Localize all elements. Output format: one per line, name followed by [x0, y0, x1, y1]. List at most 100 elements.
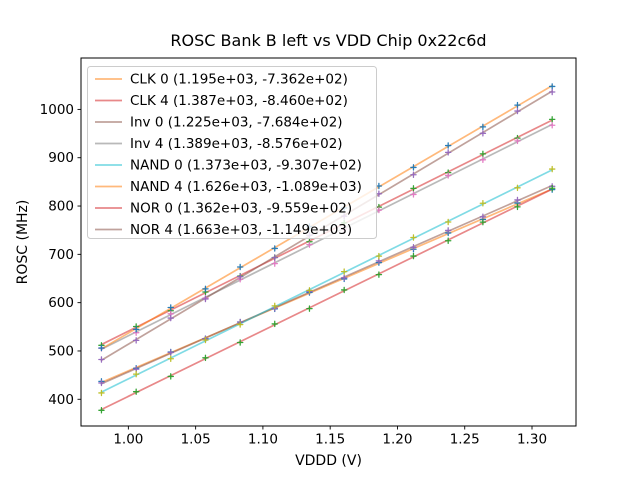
data-point-marker: [479, 123, 487, 131]
data-point-marker: [514, 137, 521, 145]
legend-frame: [87, 66, 377, 239]
data-point-marker: [444, 237, 452, 244]
data-point-marker: [306, 305, 313, 312]
data-point-marker: [548, 83, 556, 90]
data-point-marker: [514, 101, 521, 109]
legend-entry-inv-0: Inv 0 (1.225e+03, -7.684e+02): [95, 115, 343, 131]
legend-label: CLK 0 (1.195e+03, -7.362e+02): [130, 72, 348, 88]
data-point-marker: [375, 182, 383, 190]
legend-entry-nor-0: NOR 0 (1.362e+03, -9.559e+02): [95, 201, 352, 217]
data-point-marker: [202, 285, 209, 293]
data-point-marker: [98, 379, 105, 387]
legend-label: NOR 0 (1.362e+03, -9.559e+02): [130, 201, 352, 217]
legend-label: NAND 4 (1.626e+03, -1.089e+03): [130, 179, 362, 195]
x-axis-label: VDDD (V): [295, 453, 362, 469]
data-point-marker: [514, 203, 521, 211]
data-point-marker: [375, 271, 383, 278]
data-point-marker: [514, 184, 521, 192]
legend-label: NOR 4 (1.663e+03, -1.149e+03): [130, 222, 352, 238]
data-point-marker: [271, 260, 278, 267]
markers-nand-0: [98, 165, 556, 397]
data-point-marker: [514, 107, 521, 115]
y-axis-ticks: 400 500 600 700 800 900 1000: [40, 102, 81, 408]
markers-nor-0: [98, 185, 556, 414]
data-point-marker: [548, 88, 556, 96]
data-point-marker: [548, 185, 556, 192]
data-point-marker: [271, 302, 278, 310]
data-point-marker: [132, 370, 140, 378]
x-tick-label: 1.05: [181, 432, 211, 448]
data-point-marker: [375, 252, 383, 260]
legend-entry-nor-4: NOR 4 (1.663e+03, -1.149e+03): [95, 222, 352, 238]
y-tick-label: 800: [48, 199, 74, 215]
x-tick-label: 1.15: [315, 432, 345, 448]
data-point-marker: [444, 218, 452, 226]
data-point-marker: [410, 164, 417, 171]
data-point-marker: [444, 172, 452, 179]
data-point-marker: [375, 206, 383, 214]
data-point-marker: [236, 339, 244, 346]
y-tick-label: 500: [48, 343, 74, 359]
plot-area-frame: [80, 57, 577, 427]
data-point-marker: [306, 287, 313, 294]
fit-line-inv-0: [100, 184, 554, 385]
data-point-marker: [479, 199, 487, 207]
data-point-marker: [132, 388, 140, 395]
x-tick-label: 1.25: [450, 432, 480, 448]
scatter-markers: [98, 83, 556, 414]
data-point-marker: [202, 336, 209, 344]
y-tick-label: 600: [48, 295, 74, 311]
legend-entry-inv-4: Inv 4 (1.389e+03, -8.576e+02): [95, 136, 343, 152]
data-point-marker: [167, 355, 174, 362]
data-point-marker: [410, 234, 417, 241]
fit-line-nor-0: [100, 188, 554, 411]
data-point-marker: [132, 326, 140, 333]
data-point-marker: [271, 245, 278, 252]
data-point-marker: [548, 116, 556, 123]
data-point-marker: [167, 314, 174, 322]
x-tick-label: 1.10: [248, 432, 278, 448]
y-tick-label: 400: [48, 392, 74, 408]
legend-entry-clk-4: CLK 4 (1.387e+03, -8.460e+02): [95, 93, 348, 109]
data-point-marker: [306, 241, 313, 248]
data-point-marker: [479, 218, 487, 226]
data-point-marker: [479, 150, 487, 158]
data-point-marker: [548, 165, 556, 173]
data-point-marker: [167, 304, 174, 311]
data-point-marker: [410, 252, 417, 260]
data-point-marker: [167, 373, 174, 380]
data-point-marker: [514, 196, 521, 204]
data-point-marker: [202, 354, 209, 362]
y-tick-label: 900: [48, 150, 74, 166]
fit-line-nand-0: [100, 169, 554, 393]
x-tick-label: 1.20: [382, 432, 412, 448]
y-tick-label: 700: [48, 247, 74, 263]
x-tick-label: 1.00: [113, 432, 143, 448]
data-point-marker: [98, 344, 105, 352]
legend-entry-nand-4: NAND 4 (1.626e+03, -1.089e+03): [95, 179, 362, 195]
data-point-marker: [271, 320, 278, 328]
data-point-marker: [340, 268, 348, 275]
legend-entry-nand-0: NAND 0 (1.373e+03, -9.307e+02): [95, 158, 362, 174]
data-point-marker: [98, 407, 105, 414]
legend-label: Inv 4 (1.389e+03, -8.576e+02): [130, 136, 343, 152]
y-axis-label: ROSC (MHz): [15, 200, 31, 285]
data-point-marker: [410, 171, 417, 179]
data-point-marker: [548, 122, 556, 129]
data-point-marker: [340, 274, 348, 282]
data-point-marker: [236, 273, 244, 280]
x-axis-ticks: 1.00 1.05 1.10 1.15 1.20 1.25 1.30: [113, 426, 547, 448]
data-point-marker: [98, 389, 105, 397]
chart-title: ROSC Bank B left vs VDD Chip 0x22c6d: [170, 31, 486, 50]
data-point-marker: [271, 254, 278, 261]
legend-label: CLK 4 (1.387e+03, -8.460e+02): [130, 93, 348, 109]
legend-label: NAND 0 (1.373e+03, -9.307e+02): [130, 158, 362, 174]
data-point-marker: [410, 244, 417, 251]
y-tick-label: 1000: [40, 102, 74, 118]
legend: CLK 0 (1.195e+03, -7.362e+02) CLK 4 (1.38…: [87, 66, 377, 239]
data-point-marker: [410, 191, 417, 198]
data-point-marker: [375, 190, 383, 198]
data-point-marker: [236, 263, 244, 271]
